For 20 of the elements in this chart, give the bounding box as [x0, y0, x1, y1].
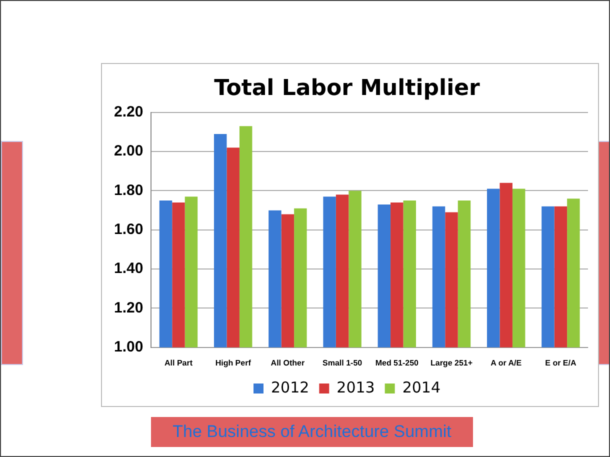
y-tick-label: 1.20 — [114, 299, 144, 316]
x-tick-label: Large 251+ — [430, 358, 473, 368]
legend-label: 2013 — [336, 378, 375, 396]
x-tick-label: Small 1-50 — [322, 358, 363, 368]
y-tick-label: 2.20 — [114, 104, 144, 121]
legend-label: 2012 — [270, 378, 310, 396]
y-tick-label: 1.00 — [114, 338, 144, 356]
x-tick-label: All Other — [270, 358, 305, 368]
y-tick-label: 1.80 — [114, 182, 144, 199]
legend-label: 2014 — [402, 378, 441, 396]
chart-title: Total Labor Multiplier — [214, 76, 480, 101]
x-tick-label: High Perf — [215, 358, 252, 368]
y-tick-label: 1.60 — [114, 221, 144, 238]
y-tick-label: 1.40 — [114, 260, 144, 278]
x-tick-label: E or E/A — [545, 358, 576, 368]
x-tick-label: All Part — [164, 358, 193, 368]
x-tick-label: Med 51-250 — [375, 358, 420, 368]
y-tick-label: 2.00 — [114, 142, 144, 160]
text: The Business of Architecture Summit — [151, 417, 473, 447]
x-tick-label: A or A/E — [490, 358, 522, 368]
